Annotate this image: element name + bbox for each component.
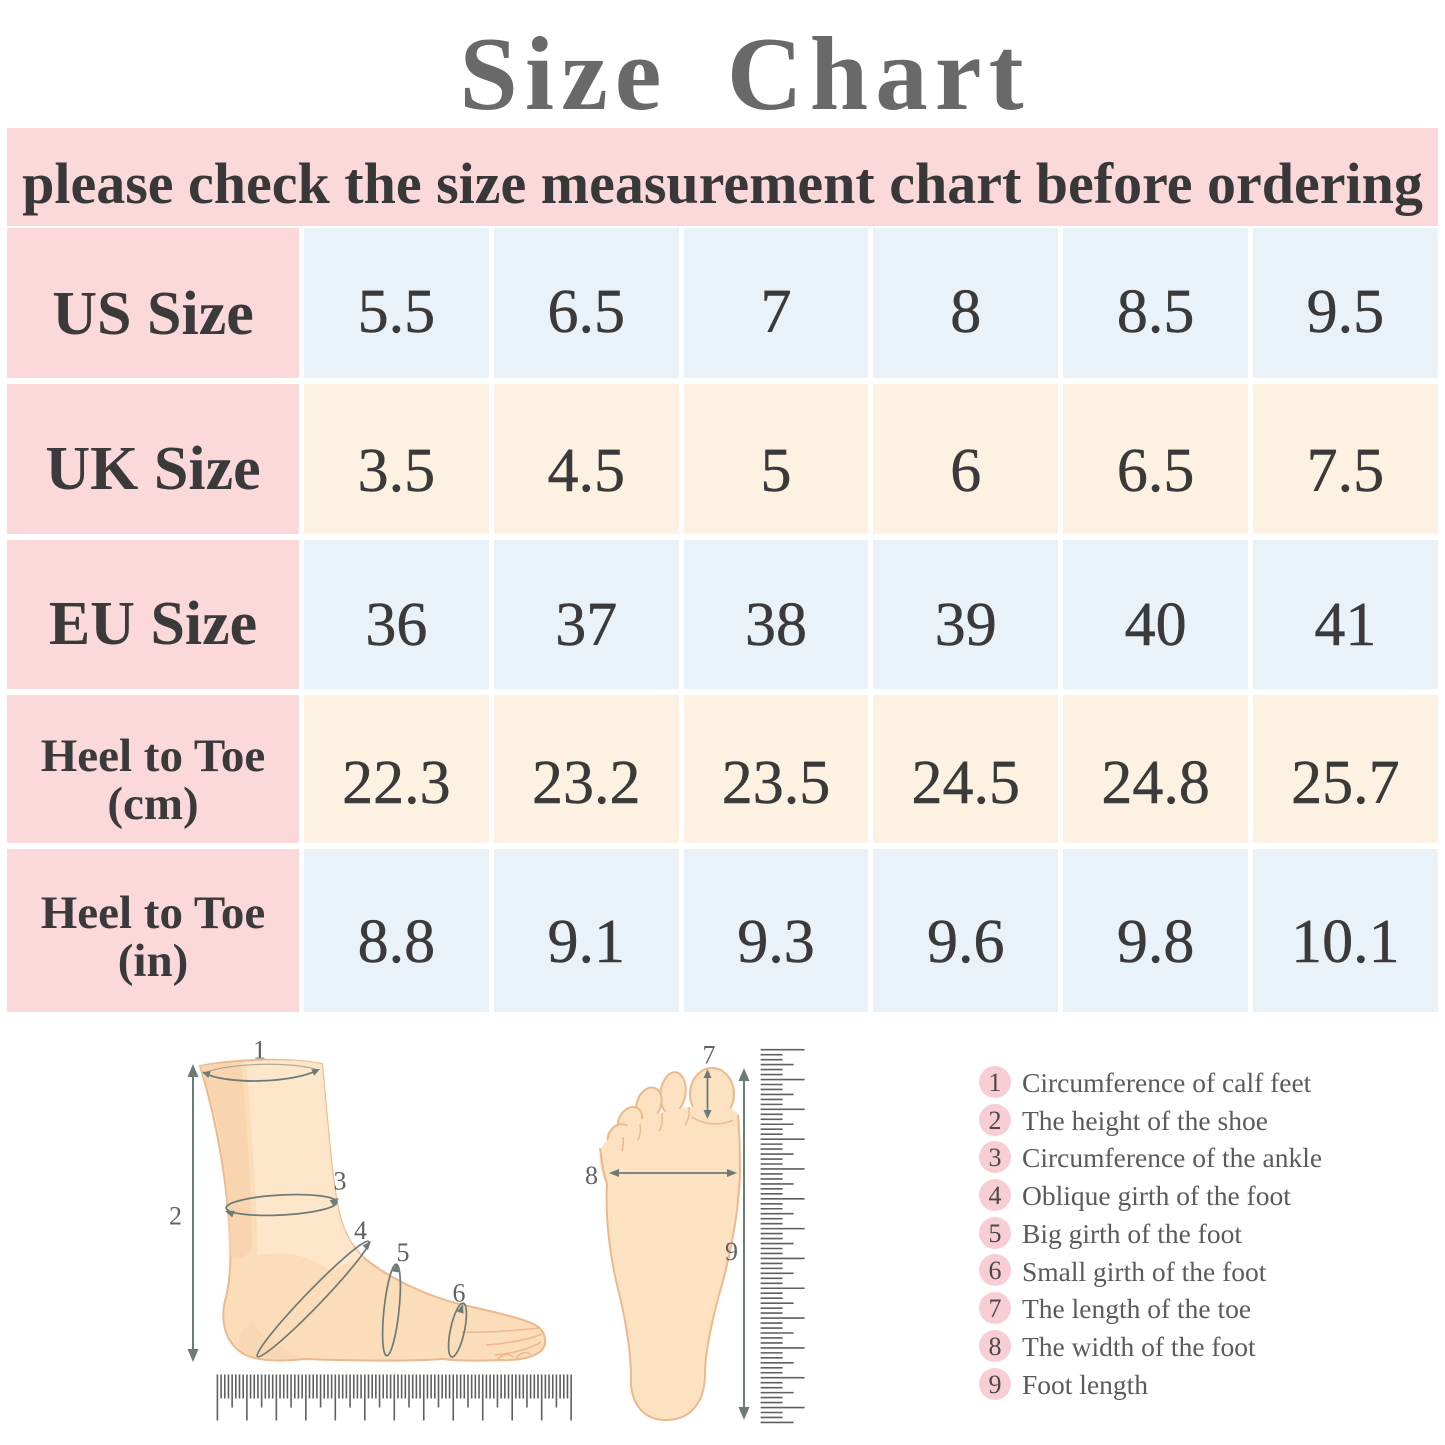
svg-text:4: 4: [354, 1216, 367, 1245]
svg-text:6: 6: [453, 1279, 466, 1308]
svg-text:7: 7: [703, 1041, 716, 1070]
svg-text:9: 9: [725, 1237, 738, 1266]
svg-text:5: 5: [397, 1238, 410, 1267]
svg-text:1: 1: [253, 1036, 266, 1065]
svg-text:3: 3: [334, 1167, 347, 1196]
svg-text:8: 8: [585, 1161, 598, 1190]
svg-text:2: 2: [169, 1202, 182, 1231]
